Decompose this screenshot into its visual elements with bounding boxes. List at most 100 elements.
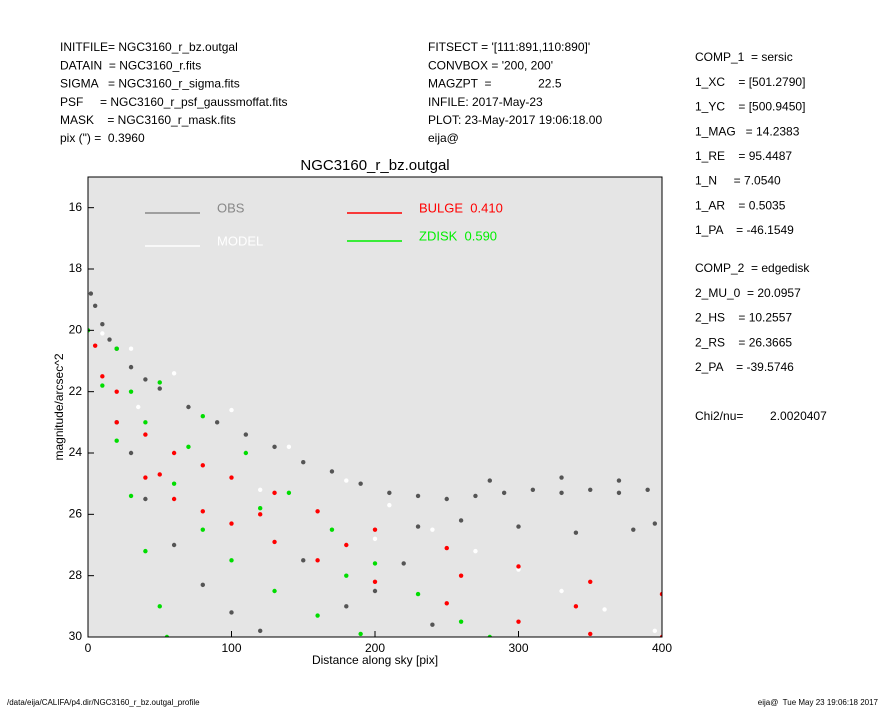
point: [372, 527, 378, 532]
point: [100, 383, 105, 388]
header-line: 1_N = 7.0540: [695, 174, 781, 188]
point: [143, 475, 148, 480]
point: [372, 579, 378, 584]
point: [616, 490, 622, 496]
point: [164, 634, 170, 637]
y-tick-label: 18: [69, 261, 83, 275]
plot-area: [88, 177, 662, 637]
point: [100, 374, 105, 379]
point: [372, 588, 378, 594]
point: [659, 591, 662, 597]
point: [573, 604, 579, 609]
point: [186, 444, 191, 450]
point: [501, 490, 507, 496]
point: [415, 591, 421, 597]
header-line: 2_PA = -39.5746: [695, 360, 794, 374]
point: [114, 420, 119, 425]
point: [258, 506, 263, 511]
legend-label: MODEL: [217, 233, 263, 248]
y-tick-label: 16: [69, 200, 83, 214]
x-axis-label: Distance along sky [pix]: [312, 653, 438, 667]
point: [458, 619, 464, 624]
point: [229, 610, 234, 615]
point: [645, 487, 650, 492]
header-line: 1_PA = -46.1549: [695, 223, 794, 237]
point: [652, 521, 658, 526]
point: [171, 496, 177, 502]
point: [243, 432, 249, 437]
point: [229, 558, 234, 563]
point: [258, 512, 263, 517]
point: [530, 487, 536, 492]
point: [458, 518, 464, 523]
header-line: 1_XC = [501.2790]: [695, 75, 805, 89]
point: [157, 386, 162, 391]
point: [214, 420, 220, 425]
point: [272, 588, 277, 594]
point: [430, 622, 435, 627]
point: [344, 573, 349, 578]
point: [107, 337, 112, 342]
point: [631, 527, 636, 532]
header-line: COMP_1 = sersic: [695, 50, 793, 64]
point: [559, 588, 564, 594]
point: [229, 475, 234, 480]
point: [157, 380, 162, 385]
point: [186, 404, 191, 410]
y-tick-label: 30: [69, 629, 83, 643]
point: [286, 490, 292, 496]
legend-label: BULGE 0.410: [419, 200, 503, 215]
footer-path: /data/eija/CALIFA/p4.dir/NGC3160_r_bz.ou…: [7, 698, 200, 707]
point: [344, 542, 349, 548]
point: [430, 527, 435, 532]
y-tick-label: 26: [69, 507, 83, 521]
point: [301, 558, 306, 563]
header-line: MAGZPT = 22.5: [428, 77, 562, 91]
x-tick-label: 0: [85, 641, 92, 655]
point: [171, 450, 177, 456]
point: [372, 536, 378, 542]
point: [229, 521, 234, 526]
point: [200, 527, 205, 532]
point: [659, 634, 662, 637]
y-axis-label: magnitude/arcsec^2: [52, 353, 66, 460]
point: [200, 509, 205, 514]
point: [128, 364, 134, 370]
y-tick-label: 24: [69, 445, 83, 459]
legend-label: ZDISK 0.590: [419, 228, 497, 243]
chart-title: NGC3160_r_bz.outgal: [300, 157, 449, 174]
point: [372, 561, 378, 566]
point: [100, 322, 105, 327]
point: [652, 628, 658, 634]
point: [171, 481, 177, 486]
point: [329, 469, 335, 474]
point: [487, 634, 492, 637]
point: [387, 502, 392, 508]
point: [258, 487, 263, 492]
point: [516, 619, 521, 624]
point: [329, 527, 335, 532]
point: [157, 472, 162, 477]
point: [272, 490, 277, 496]
point: [272, 539, 277, 545]
point: [286, 444, 292, 450]
point: [559, 490, 564, 496]
point: [171, 371, 177, 376]
chi2: Chi2/nu= 2.0020407: [695, 409, 827, 423]
header-line: pix (") = 0.3960: [60, 131, 145, 145]
y-tick-label: 28: [69, 568, 83, 582]
point: [258, 628, 263, 634]
point: [444, 545, 449, 551]
point: [143, 432, 148, 437]
point: [344, 604, 349, 609]
point: [114, 389, 119, 394]
point: [487, 478, 492, 483]
x-tick-label: 300: [508, 641, 528, 655]
x-tick-label: 100: [221, 641, 241, 655]
header-line: COMP_2 = edgedisk: [695, 261, 810, 275]
header-line: DATAIN = NGC3160_r.fits: [60, 58, 201, 72]
point: [171, 542, 177, 548]
point: [128, 346, 134, 351]
header-line: INITFILE= NGC3160_r_bz.outgal: [60, 40, 238, 54]
point: [157, 604, 162, 609]
